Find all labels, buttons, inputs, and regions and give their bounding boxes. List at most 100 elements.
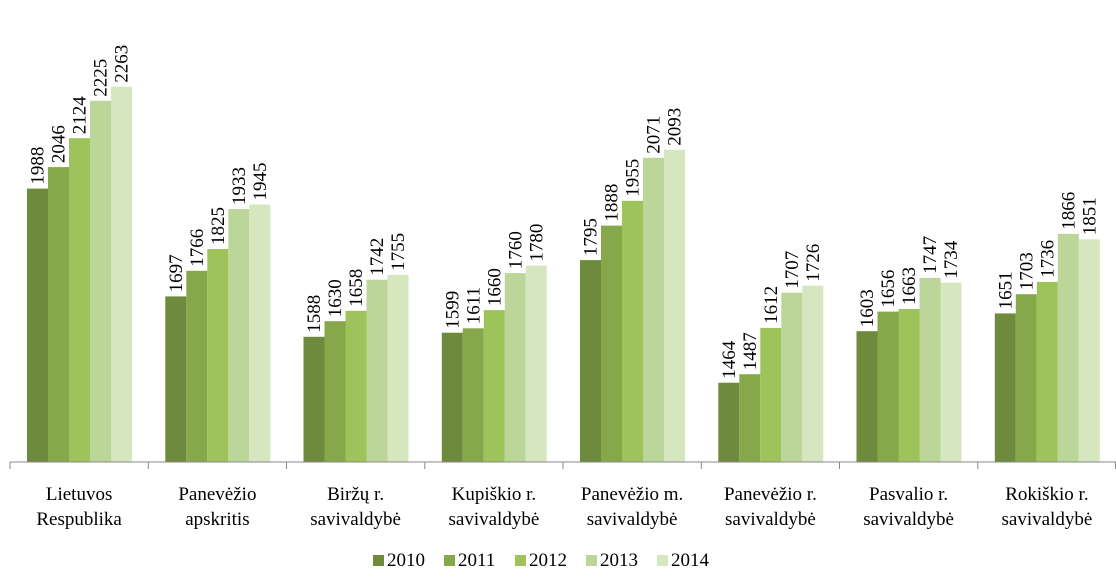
data-label-2013-3: 1760 <box>505 231 526 269</box>
bar-2014-1 <box>249 204 271 462</box>
data-label-2013-0: 2225 <box>91 59 112 97</box>
data-label-2014-1: 1945 <box>250 163 271 201</box>
bar-2014-2 <box>387 274 409 462</box>
data-label-2011-7: 1703 <box>1016 252 1037 290</box>
bar-2010-5 <box>718 382 740 462</box>
data-label-2011-2: 1630 <box>325 279 346 317</box>
legend-swatch-2014 <box>657 555 668 566</box>
legend: 2010 2011 2012 2013 2014 <box>373 550 710 571</box>
category-label-1: Panevėžio apskritis <box>178 484 256 530</box>
data-label-2014-4: 2093 <box>665 108 686 146</box>
data-label-2012-2: 1658 <box>346 269 367 307</box>
bar-2014-7 <box>1078 239 1100 462</box>
bar-2014-0 <box>111 86 132 462</box>
data-label-2013-5: 1707 <box>782 251 803 289</box>
legend-swatch-2012 <box>515 555 526 566</box>
category-label-6: Pasvalio r. savivaldybė <box>863 484 954 530</box>
bar-2013-4 <box>643 157 664 463</box>
data-label-2013-4: 2071 <box>644 116 665 154</box>
bar-2012-4 <box>622 200 643 463</box>
x-axis-ticks <box>9 462 1116 469</box>
bar-2013-0 <box>90 100 111 463</box>
data-label-2011-5: 1487 <box>740 332 761 370</box>
data-label-2011-6: 1656 <box>878 270 899 308</box>
bar-2014-4 <box>664 149 685 462</box>
data-label-2011-1: 1766 <box>187 229 208 267</box>
bar-2012-1 <box>207 249 229 462</box>
legend-label-2012: 2012 <box>529 550 567 571</box>
bar-2012-6 <box>898 309 920 462</box>
data-label-2012-5: 1612 <box>761 286 782 324</box>
data-label-2014-0: 2263 <box>112 45 133 83</box>
data-label-2011-3: 1611 <box>463 287 484 324</box>
bar-2011-2 <box>324 321 346 462</box>
bar-2011-3 <box>462 328 484 462</box>
bar-2011-4 <box>601 225 622 462</box>
bar-2012-0 <box>69 138 90 462</box>
bar-2013-5 <box>781 292 803 462</box>
category-label-5: Panevėžio r. savivaldybė <box>724 484 817 530</box>
bar-2011-1 <box>186 270 208 462</box>
category-labels: Lietuvos Respublika Panevėžio apskritis Birž… <box>36 484 1092 530</box>
bar-2013-6 <box>919 277 941 462</box>
bar-2014-3 <box>525 265 547 462</box>
data-label-2010-1: 1697 <box>166 254 187 292</box>
data-label-2012-4: 1955 <box>623 159 644 197</box>
bar-2014-6 <box>940 282 962 462</box>
category-label-0: Lietuvos Respublika <box>36 484 122 530</box>
data-label-2014-6: 1734 <box>941 240 962 279</box>
bar-2011-7 <box>1015 294 1037 462</box>
bar-2010-1 <box>165 296 187 462</box>
data-label-2012-0: 2124 <box>70 96 91 135</box>
bar-2014-5 <box>802 285 824 462</box>
bar-2010-0 <box>27 188 48 462</box>
bar-2012-3 <box>483 310 505 462</box>
bar-2012-7 <box>1036 281 1058 462</box>
bar-2011-6 <box>877 311 899 462</box>
data-label-2010-0: 1988 <box>28 147 49 185</box>
data-label-2011-0: 2046 <box>49 125 70 163</box>
data-label-2013-7: 1866 <box>1058 192 1079 230</box>
legend-swatch-2011 <box>444 555 455 566</box>
bar-2010-4 <box>580 260 601 462</box>
data-label-2014-7: 1851 <box>1079 197 1100 235</box>
bar-2010-3 <box>441 332 463 462</box>
data-label-2013-1: 1933 <box>229 167 250 205</box>
bar-2012-5 <box>760 327 782 462</box>
data-label-2014-3: 1780 <box>526 224 547 262</box>
bar-2011-0 <box>48 167 69 462</box>
legend-label-2011: 2011 <box>458 550 495 571</box>
bar-2010-7 <box>994 313 1016 462</box>
bar-2013-2 <box>366 279 388 462</box>
data-label-2012-6: 1663 <box>899 267 920 305</box>
data-label-2014-2: 1755 <box>388 233 409 271</box>
data-label-2010-7: 1651 <box>995 271 1016 309</box>
bar-2013-7 <box>1057 233 1079 462</box>
data-label-2010-5: 1464 <box>719 340 740 379</box>
data-label-2013-6: 1747 <box>920 236 941 274</box>
category-label-4: Panevėžio m. savivaldybė <box>581 484 683 530</box>
data-label-2010-4: 1795 <box>581 218 602 256</box>
bar-2013-3 <box>504 273 526 462</box>
data-label-2012-1: 1825 <box>208 207 229 245</box>
legend-swatch-2013 <box>586 555 597 566</box>
bar-2010-6 <box>856 331 878 462</box>
data-label-2012-7: 1736 <box>1037 240 1058 278</box>
data-label-2014-5: 1726 <box>803 244 824 282</box>
legend-swatch-2010 <box>373 555 384 566</box>
legend-label-2010: 2010 <box>387 550 425 571</box>
data-label-2010-2: 1588 <box>304 295 325 333</box>
category-label-2: Biržų r. savivaldybė <box>310 484 401 530</box>
bar-2011-5 <box>739 374 761 462</box>
category-label-7: Rokiškio r. savivaldybė <box>1002 484 1093 530</box>
category-label-3: Kupiškio r. savivaldybė <box>449 484 540 530</box>
legend-label-2014: 2014 <box>671 550 710 571</box>
legend-label-2013: 2013 <box>600 550 638 571</box>
bar-2010-2 <box>303 336 325 462</box>
data-label-2013-2: 1742 <box>367 238 388 276</box>
bar-2012-2 <box>345 310 367 462</box>
data-label-2012-3: 1660 <box>484 268 505 306</box>
data-label-2010-6: 1603 <box>857 289 878 327</box>
